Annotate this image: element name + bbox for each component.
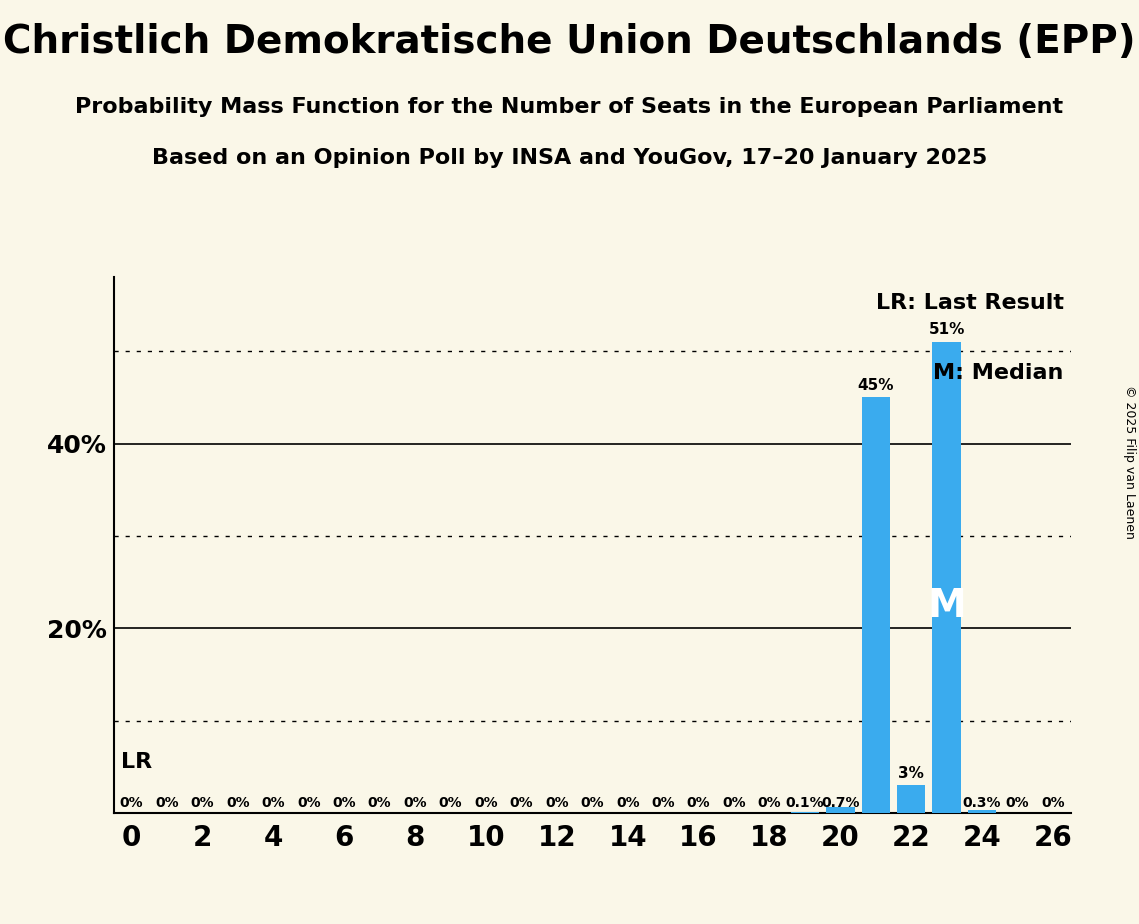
Text: 0%: 0% <box>474 796 498 810</box>
Text: LR: LR <box>121 752 153 772</box>
Text: 0%: 0% <box>722 796 746 810</box>
Text: 0%: 0% <box>155 796 179 810</box>
Text: 0%: 0% <box>757 796 781 810</box>
Text: 0%: 0% <box>546 796 568 810</box>
Text: 0.7%: 0.7% <box>821 796 860 810</box>
Text: 0%: 0% <box>439 796 462 810</box>
Text: 0%: 0% <box>509 796 533 810</box>
Bar <box>861 397 890 813</box>
Bar <box>933 342 961 813</box>
Text: 0%: 0% <box>262 796 285 810</box>
Text: Christlich Demokratische Union Deutschlands (EPP): Christlich Demokratische Union Deutschla… <box>3 23 1136 61</box>
Bar <box>898 785 925 813</box>
Text: 45%: 45% <box>858 378 894 393</box>
Text: Based on an Opinion Poll by INSA and YouGov, 17–20 January 2025: Based on an Opinion Poll by INSA and You… <box>151 148 988 168</box>
Text: 0%: 0% <box>190 796 214 810</box>
Text: 0%: 0% <box>616 796 639 810</box>
Text: 0.3%: 0.3% <box>962 796 1001 810</box>
Text: 0%: 0% <box>687 796 711 810</box>
Bar <box>826 807 854 813</box>
Text: 0%: 0% <box>333 796 357 810</box>
Text: M: Median: M: Median <box>933 363 1064 383</box>
Text: 0%: 0% <box>403 796 427 810</box>
Text: © 2025 Filip van Laenen: © 2025 Filip van Laenen <box>1123 385 1137 539</box>
Text: 0%: 0% <box>120 796 144 810</box>
Text: 0%: 0% <box>581 796 604 810</box>
Text: Probability Mass Function for the Number of Seats in the European Parliament: Probability Mass Function for the Number… <box>75 97 1064 117</box>
Text: 0%: 0% <box>1006 796 1030 810</box>
Text: LR: Last Result: LR: Last Result <box>876 293 1064 313</box>
Text: 0%: 0% <box>297 796 320 810</box>
Text: 0%: 0% <box>1041 796 1065 810</box>
Text: 51%: 51% <box>928 322 965 337</box>
Text: 3%: 3% <box>899 766 924 781</box>
Bar <box>790 812 819 813</box>
Text: M: M <box>927 587 966 625</box>
Text: 0%: 0% <box>652 796 675 810</box>
Text: 0.1%: 0.1% <box>786 796 825 810</box>
Text: 0%: 0% <box>227 796 249 810</box>
Text: 0%: 0% <box>368 796 392 810</box>
Bar <box>968 810 997 813</box>
